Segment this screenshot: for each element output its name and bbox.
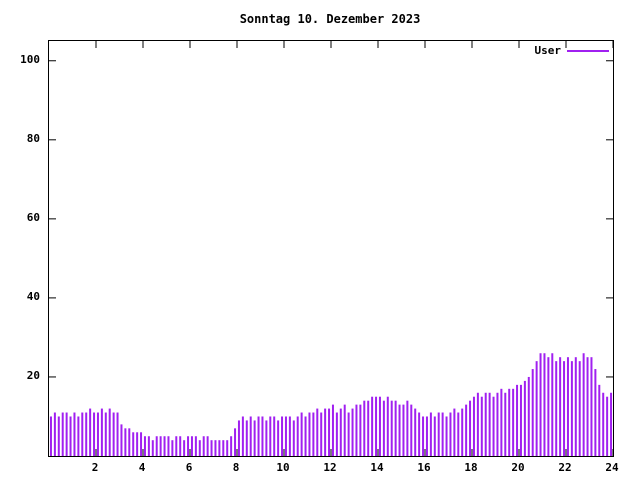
x-axis-label-4: 4 — [138, 461, 146, 474]
chart-title: Sonntag 10. Dezember 2023 — [239, 12, 421, 26]
y-axis-label-100: 100 — [20, 53, 40, 66]
legend: User — [534, 44, 609, 57]
x-axis-label-22: 22 — [558, 461, 572, 474]
x-axis-label-20: 20 — [511, 461, 525, 474]
x-axis-label-16: 16 — [417, 461, 431, 474]
legend-line-swatch — [567, 49, 609, 52]
plot-area: User — [48, 40, 614, 457]
x-axis-label-10: 10 — [276, 461, 290, 474]
x-axis-label-2: 2 — [91, 461, 99, 474]
x-axis-label-24: 24 — [605, 461, 619, 474]
x-axis-label-14: 14 — [370, 461, 384, 474]
plot-svg — [49, 41, 613, 456]
x-axis-label-6: 6 — [185, 461, 193, 474]
y-axis-label-40: 40 — [26, 290, 40, 303]
x-axis-label-18: 18 — [464, 461, 478, 474]
legend-label: User — [534, 44, 562, 57]
y-axis-label-80: 80 — [26, 132, 40, 145]
y-axis-label-60: 60 — [26, 211, 40, 224]
y-axis-label-20: 20 — [26, 369, 40, 382]
x-axis-label-8: 8 — [232, 461, 240, 474]
x-axis-label-12: 12 — [323, 461, 337, 474]
